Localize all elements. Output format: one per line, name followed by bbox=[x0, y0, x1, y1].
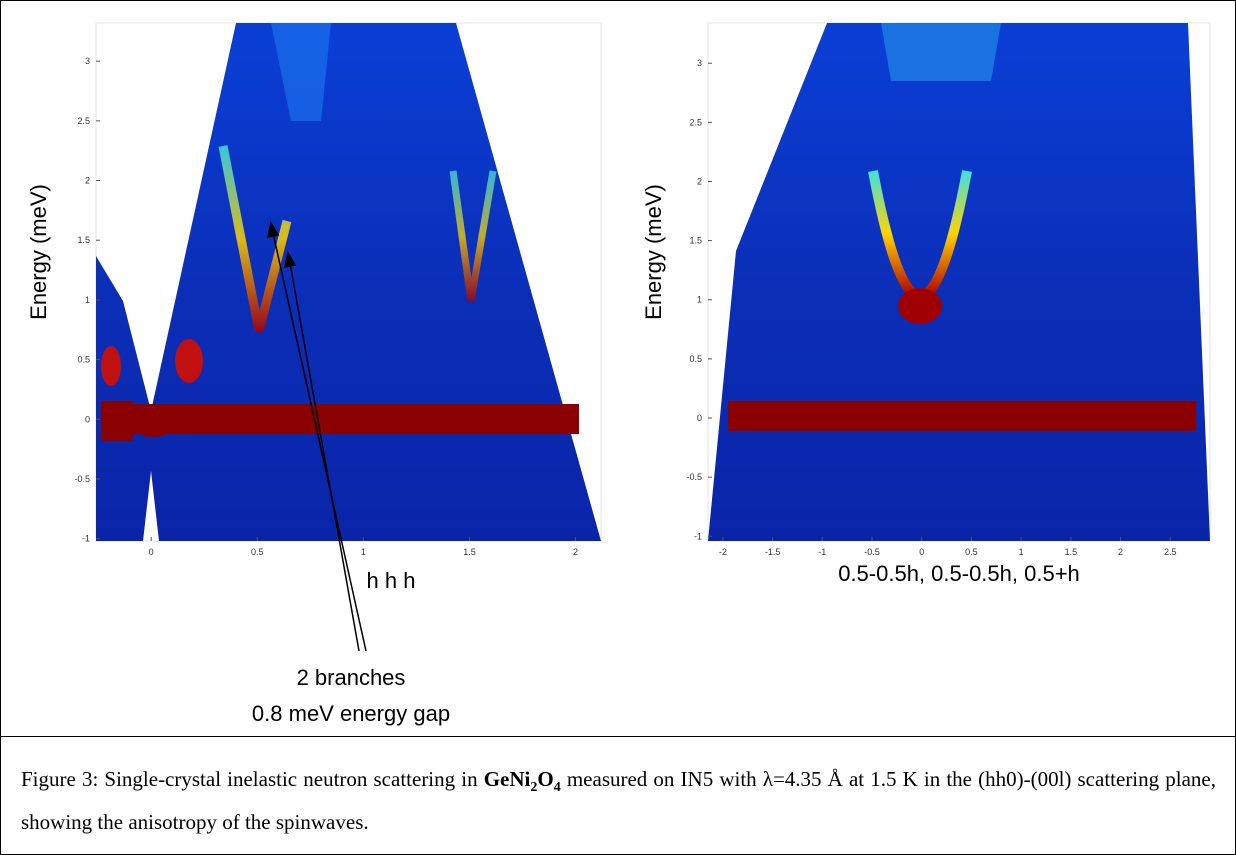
x-tick-label: -0.5 bbox=[864, 547, 880, 557]
y-tick-label: 0.5 bbox=[689, 354, 702, 364]
y-axis-label: Energy (meV) bbox=[26, 184, 51, 320]
x-tick-label: 0.5 bbox=[251, 547, 264, 557]
annotation-arrows bbox=[267, 220, 367, 652]
annotation-line: 0.8 meV energy gap bbox=[252, 701, 450, 726]
x-tick-label: -1.5 bbox=[765, 547, 781, 557]
x-tick-label: 0 bbox=[919, 547, 924, 557]
formula: GeNi2O4 bbox=[483, 767, 561, 795]
x-tick-label: 1 bbox=[1019, 547, 1024, 557]
x-tick-label: 0 bbox=[149, 547, 154, 557]
y-tick-label: 2.5 bbox=[77, 116, 90, 126]
caption: Figure 3: Single-crystal inelastic neutr… bbox=[21, 758, 1216, 844]
heatmap-right bbox=[707, 22, 1211, 542]
formula-sub: 4 bbox=[553, 780, 561, 796]
formula-sub: 2 bbox=[530, 780, 538, 796]
y-axis-label: Energy (meV) bbox=[641, 184, 666, 320]
x-tick-label: -2 bbox=[719, 547, 727, 557]
y-tick-label: -0.5 bbox=[686, 472, 702, 482]
y-tick-label: 2 bbox=[697, 176, 702, 186]
x-tick-label: 0.5 bbox=[965, 547, 978, 557]
y-tick-label: 3 bbox=[85, 56, 90, 66]
x-tick-label: 1.5 bbox=[463, 547, 476, 557]
x-tick-label: 2 bbox=[1118, 547, 1123, 557]
caption-text: Figure 3: Single-crystal inelastic neutr… bbox=[21, 767, 484, 791]
x-tick-label: 2.5 bbox=[1164, 547, 1177, 557]
x-tick-label: 1.5 bbox=[1065, 547, 1078, 557]
x-axis-label: h h h bbox=[367, 568, 416, 593]
divider bbox=[1, 736, 1235, 737]
annotation-line: 2 branches bbox=[297, 665, 406, 690]
y-tick-label: 2.5 bbox=[689, 117, 702, 127]
y-tick-label: 0.5 bbox=[77, 355, 90, 365]
y-tick-label: -0.5 bbox=[74, 474, 90, 484]
x-tick-label: 2 bbox=[573, 547, 578, 557]
x-tick-label: -1 bbox=[818, 547, 826, 557]
y-tick-label: 2 bbox=[85, 176, 90, 186]
y-tick-label: 1.5 bbox=[77, 235, 90, 245]
x-tick-label: 1 bbox=[361, 547, 366, 557]
formula-part: O bbox=[537, 767, 554, 791]
y-tick-label: 0 bbox=[85, 414, 90, 424]
formula-part: GeNi bbox=[483, 767, 531, 791]
y-tick-label: -1 bbox=[694, 531, 702, 541]
y-tick-label: 1.5 bbox=[689, 236, 702, 246]
caption-text: measured on IN5 with λ=4.35 Å at 1.5 K i… bbox=[21, 767, 1216, 834]
y-tick-label: 1 bbox=[85, 295, 90, 305]
y-tick-label: 0 bbox=[697, 413, 702, 423]
figure: 2 branches 0.8 meV energy gap 0 0.5 1 1.5 2 -… bbox=[26, 22, 1211, 726]
y-tick-label: 3 bbox=[697, 58, 702, 68]
y-tick-label: 1 bbox=[697, 295, 702, 305]
x-axis-label: 0.5-0.5h, 0.5-0.5h, 0.5+h bbox=[838, 561, 1080, 586]
heatmap-left bbox=[95, 22, 602, 542]
y-tick-label: -1 bbox=[82, 534, 90, 544]
